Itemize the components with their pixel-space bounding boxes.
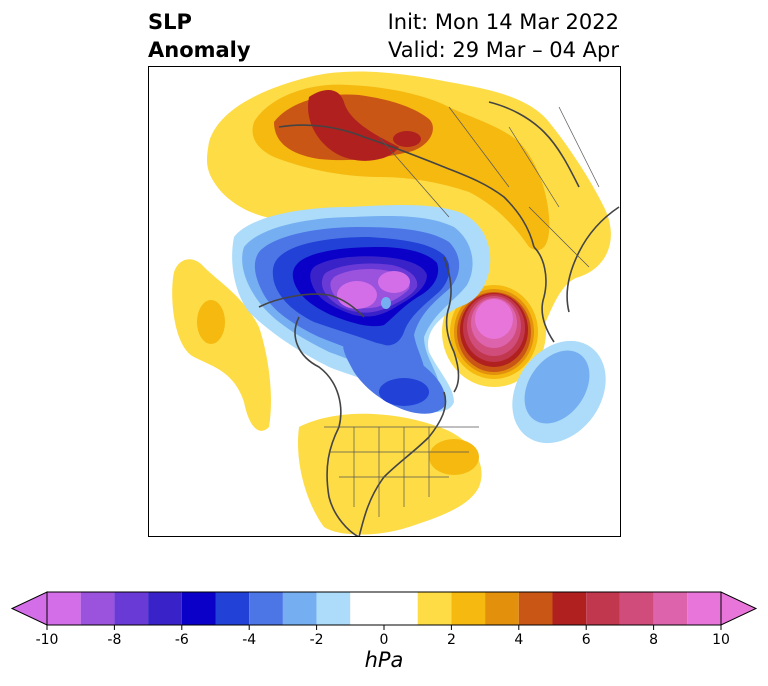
colorbar-cell <box>586 592 620 625</box>
colorbar-tick-label: -4 <box>242 632 256 645</box>
title-field-line2: Anomaly <box>148 38 251 62</box>
valid-date-label: Valid: 29 Mar – 04 Apr <box>388 38 619 62</box>
colorbar-tick-label: 4 <box>514 632 523 645</box>
colorbar-tick-label: -6 <box>175 632 189 645</box>
forecast-dates: Init: Mon 14 Mar 2022 Valid: 29 Mar – 04… <box>388 8 619 64</box>
colorbar-cell <box>417 592 452 625</box>
colorbar-cell <box>181 592 216 625</box>
colorbar-tick-label: 8 <box>649 632 658 645</box>
colorbar-cell <box>619 592 654 625</box>
colorbar-cell <box>249 592 283 625</box>
colorbar-cells <box>10 591 758 626</box>
colorbar-tick-label: -10 <box>36 632 59 645</box>
negative-region-10 <box>379 378 429 406</box>
colorbar-cell <box>47 592 81 625</box>
colorbar-cell <box>653 592 688 625</box>
positive-region-12 <box>172 259 271 431</box>
colorbar-cell <box>350 592 418 625</box>
colorbar-tick-label: 6 <box>582 632 591 645</box>
colorbar-cell <box>282 592 317 625</box>
map-plot <box>172 71 620 536</box>
title-field-line1: SLP <box>148 10 192 34</box>
colorbar-extend-min <box>10 591 48 626</box>
negative-core-1 <box>337 281 377 309</box>
negative-core-2 <box>378 271 410 293</box>
positive-core-1 <box>308 90 399 161</box>
colorbar-cell <box>687 592 721 625</box>
anomaly-shading <box>172 71 611 535</box>
borders <box>324 106 600 517</box>
positive-core-2 <box>393 131 421 147</box>
colorbar-extend-max <box>720 591 758 626</box>
colorbar-cell <box>316 592 351 625</box>
colorbar-cell <box>518 592 553 625</box>
colorbar-tick-label: -8 <box>107 632 121 645</box>
colorbar-units-label: hPa <box>364 648 404 672</box>
anomaly-map <box>148 66 621 537</box>
colorbar-tick-label: 2 <box>447 632 456 645</box>
positive-region-14 <box>298 413 482 535</box>
init-date-label: Init: Mon 14 Mar 2022 <box>387 10 619 34</box>
colorbar-cell <box>80 592 115 625</box>
colorbar-cell <box>552 592 587 625</box>
map-title: SLP Anomaly <box>148 8 251 64</box>
colorbar-cell <box>485 592 519 625</box>
colorbar-cell <box>148 592 182 625</box>
negative-spot <box>381 297 391 309</box>
colorbar-ticks: -10 -8 -6 -4 -2 0 2 4 6 8 10 <box>36 625 730 645</box>
colorbar-cell <box>451 592 486 625</box>
positive-region-13 <box>197 300 225 344</box>
colorbar-tick-label: 10 <box>712 632 730 645</box>
positive-region-15 <box>429 439 479 475</box>
colorbar-tick-label: -2 <box>310 632 324 645</box>
positive-core-3 <box>475 299 513 339</box>
colorbar-tick-label: 0 <box>380 632 389 645</box>
colorbar-cell <box>215 592 250 625</box>
colorbar: -10 -8 -6 -4 -2 0 2 4 6 8 10 <box>10 591 758 645</box>
negative-core-3 <box>524 350 590 424</box>
colorbar-cell <box>114 592 149 625</box>
